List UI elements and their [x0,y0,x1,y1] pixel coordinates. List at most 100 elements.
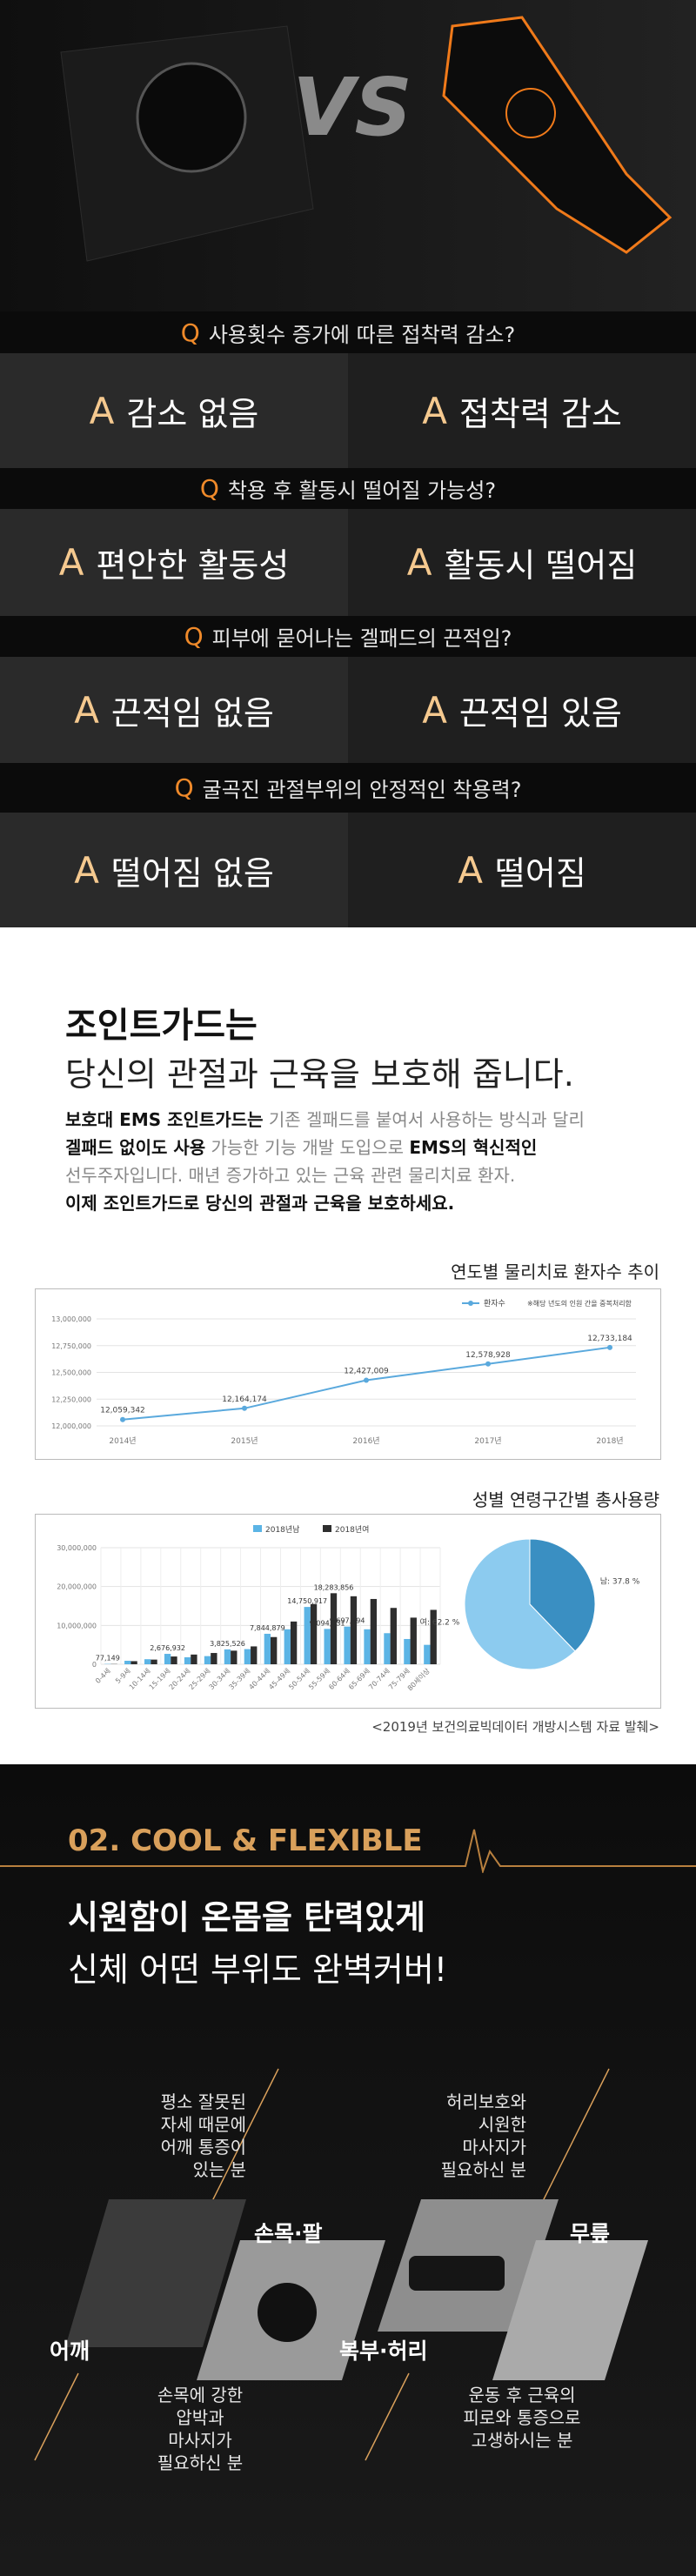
point [607,1344,612,1350]
pulse-line [0,1829,696,1873]
answer: 떨어짐 [494,853,586,893]
value-label: 12,733,184 [587,1335,632,1343]
bar [424,1644,431,1664]
paragraph-line: 겔패드 없이도 사용 가능한 기능 개발 도입으로 EMS의 혁신적인 [65,1134,585,1161]
a-letter: A [458,848,483,892]
value-label: 12,164,174 [222,1395,267,1404]
desc-line: 시원한 [478,2114,526,2135]
device-right [442,16,673,254]
desc-line: 마사지가 [168,2430,232,2451]
x-tick-label: 2014년 [109,1436,136,1446]
bar [430,1609,437,1664]
desc-line: 압박과 [176,2407,224,2428]
bar [344,1626,351,1664]
chart-note: ※해당 년도의 인원 간을 중복처리함 [527,1299,632,1308]
y-tick-label: 12,750,000 [51,1342,91,1350]
device-ring [505,88,556,138]
bar [364,1629,371,1664]
cool-title: 시원함이 온몸을 탄력있게 [68,1898,426,1937]
bar [191,1654,197,1664]
part-desc: 허리보호와 시원한 마사지가 필요하신 분 [441,2091,526,2181]
bar [264,1633,271,1664]
a-letter: A [422,688,447,732]
desc-line: 마사지가 [462,2137,526,2158]
bar [204,1656,211,1664]
y-tick-label: 10,000,000 [57,1622,97,1629]
device [258,2283,317,2342]
question-bar: Q 굴곡진 관절부위의 안정적인 착용력? [0,763,696,813]
bar [231,1650,238,1664]
bar [251,1646,258,1664]
y-tick-label: 12,250,000 [51,1395,91,1403]
y-tick-label: 0 [92,1661,97,1669]
a-letter: A [89,389,115,432]
paragraph-segment: 보호대 EMS 조인트가드는 [65,1109,264,1130]
paragraph-segment: 선두주자입니다. 매년 증가하고 있는 근육 관련 물리치료 환자. [65,1165,516,1186]
question: 피부에 묻어나는 겔패드의 끈적임? [211,626,512,651]
answer: 편안한 활동성 [96,546,290,585]
point [242,1405,247,1411]
y-tick-label: 20,000,000 [57,1583,97,1591]
y-tick-label: 13,000,000 [51,1315,91,1323]
paragraph-line: 보호대 EMS 조인트가드는 기존 겔패드를 붙여서 사용하는 방식과 달리 [65,1106,585,1134]
desc-line: 필요하신 분 [440,2159,526,2180]
x-tick-label: 2015년 [231,1436,258,1446]
question-bar: Q 사용횟수 증가에 따른 접착력 감소? [0,311,696,353]
answer: 끈적임 없음 [110,693,274,733]
desc-line: 필요하신 분 [157,2452,244,2473]
q-letter: Q [199,474,219,503]
paragraph-segment: 이제 조인트가드로 당신의 관절과 근육을 보호하세요. [65,1193,455,1214]
chart-box: 12,000,000 12,250,000 12,500,000 12,750,000… [35,1288,661,1460]
cool-section: 02. COOL & FLEXIBLE 시원함이 온몸을 탄력있게 신체 어떤 … [0,1764,696,2576]
cool-label: 02. COOL & FLEXIBLE [68,1823,423,1858]
part-name: 복부·허리 [339,2338,428,2364]
paragraph-segment: EMS의 혁신적인 [409,1137,538,1158]
bar [271,1636,278,1664]
question: 사용횟수 증가에 따른 접착력 감소? [208,322,516,347]
bar [171,1656,177,1664]
paragraph-segment: 가능한 기능 개발 도입으로 [205,1137,410,1158]
answer-left: A 편안한 활동성 [0,509,348,616]
intro-subheading: 당신의 관절과 근육을 보호해 줍니다. [65,1055,574,1094]
legend-dot [468,1301,473,1306]
question-bar: Q 피부에 묻어나는 겔패드의 끈적임? [0,616,696,657]
answer: 감소 없음 [126,394,259,433]
q-letter: Q [174,773,194,802]
bar [304,1607,311,1664]
answer-left: A 감소 없음 [0,353,348,468]
bar [330,1593,338,1664]
part-desc: 평소 잘못된 자세 때문에 어깨 통증이 있는 분 [161,2091,246,2181]
a-letter: A [74,688,99,732]
answer: 끈적임 있음 [458,693,622,733]
y-tick-label: 12,500,000 [51,1369,91,1377]
answer: 떨어짐 없음 [110,853,274,893]
bar [211,1653,218,1664]
x-tick-label: 2017년 [474,1436,501,1446]
value-label: 7,844,879 [250,1624,285,1632]
value-label: 2,676,932 [150,1644,185,1652]
bar [284,1629,291,1664]
point [364,1377,369,1383]
legend-label: 환자수 [484,1298,505,1308]
part-name: 무릎 [570,2221,611,2246]
part-desc: 운동 후 근육의 피로와 통증으로 고생하시는 분 [435,2384,609,2452]
answer-right: A 활동시 떨어짐 [348,509,696,616]
intro-heading: 조인트가드는 [65,1006,258,1046]
a-letter: A [422,389,447,432]
bar [244,1649,251,1664]
answer-row: A 편안한 활동성 A 활동시 떨어짐 [0,509,696,616]
bar [404,1638,411,1664]
a-letter: A [74,848,99,892]
bar [151,1659,157,1664]
bar [310,1603,318,1664]
desc-line: 허리보호와 [446,2091,526,2112]
paragraph-line: 선두주자입니다. 매년 증가하고 있는 근육 관련 물리치료 환자. [65,1161,585,1189]
hero: VS [0,0,696,311]
diag [365,2372,410,2461]
desc-line: 손목에 강한 [157,2385,244,2405]
chart-title: 연도별 물리치료 환자수 추이 [451,1261,659,1282]
value-label: 14,750,917 [287,1597,327,1605]
desc-line: 어깨 통증이 [160,2137,246,2158]
x-tick-label: 2016년 [352,1436,379,1446]
